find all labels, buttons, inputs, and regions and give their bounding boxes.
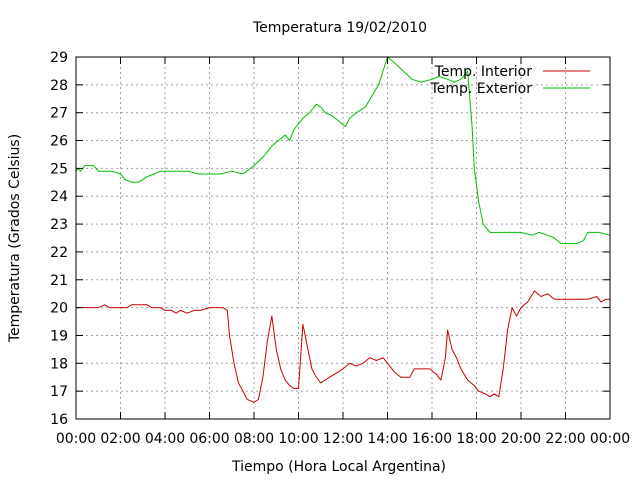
chart-title: Temperatura 19/02/2010	[252, 20, 427, 36]
x-tick-label: 12:00	[323, 431, 363, 447]
y-tick-label: 17	[50, 384, 68, 400]
x-tick-label: 20:00	[501, 431, 541, 447]
y-tick-label: 23	[50, 217, 68, 233]
y-tick-label: 19	[50, 328, 68, 344]
x-tick-label: 10:00	[278, 431, 318, 447]
y-tick-label: 27	[50, 106, 68, 122]
y-tick-label: 16	[50, 412, 68, 428]
x-tick-label: 22:00	[545, 431, 585, 447]
y-tick-label: 25	[50, 161, 68, 177]
legend-label: Temp. Exterior	[430, 81, 533, 97]
x-tick-label: 04:00	[145, 431, 185, 447]
series-line-interior	[76, 290, 610, 403]
y-tick-label: 22	[50, 245, 68, 261]
x-tick-label: 18:00	[456, 431, 496, 447]
series-lines	[75, 56, 611, 403]
x-tick-label: 06:00	[189, 431, 229, 447]
grid-lines	[76, 57, 610, 419]
x-axis-label: Tiempo (Hora Local Argentina)	[231, 459, 446, 475]
x-tick-label: 14:00	[367, 431, 407, 447]
x-tick-label: 00:00	[56, 431, 96, 447]
x-tick-label: 08:00	[234, 431, 274, 447]
y-tick-label: 21	[50, 273, 68, 289]
x-tick-label: 16:00	[412, 431, 452, 447]
y-tick-label: 24	[50, 189, 68, 205]
y-tick-label: 20	[50, 301, 68, 317]
y-axis-label: Temperatura (Grados Celsius)	[7, 134, 23, 343]
y-tick-label: 29	[50, 50, 68, 66]
series-line-exterior	[75, 56, 611, 245]
legend-label: Temp. Interior	[434, 64, 533, 80]
x-tick-label: 02:00	[100, 431, 140, 447]
y-tick-label: 26	[50, 134, 68, 150]
y-tick-label: 18	[50, 356, 68, 372]
y-tick-label: 28	[50, 78, 68, 94]
x-tick-label: 00:00	[590, 431, 630, 447]
